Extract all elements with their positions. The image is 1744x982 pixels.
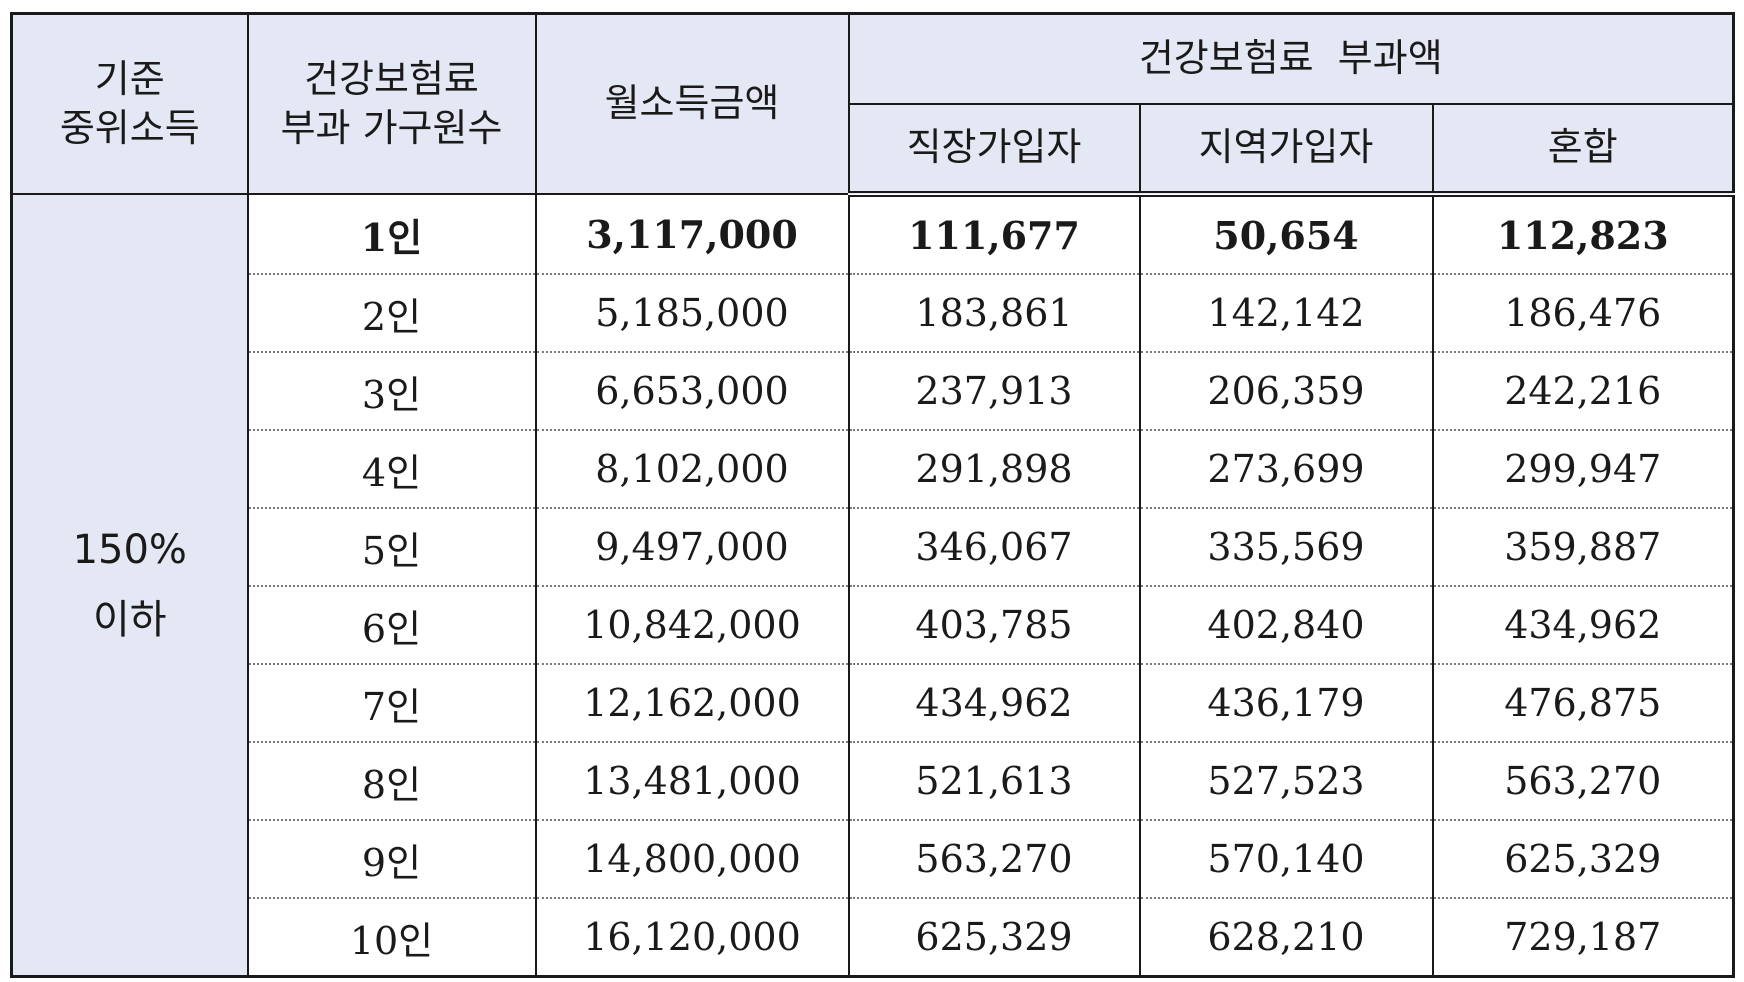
mixed-premium-cell: 242,216 (1431, 352, 1735, 431)
table-row: 10인 16,120,000 625,329 628,210 729,187 (12, 898, 1735, 978)
regional-premium-cell: 402,840 (1138, 586, 1434, 665)
employee-premium-cell: 625,329 (847, 898, 1141, 978)
header-monthly-income: 월소득금액 (534, 12, 850, 195)
employee-premium-cell: 111,677 (847, 194, 1141, 275)
monthly-income-cell: 8,102,000 (534, 430, 850, 509)
table-row: 5인 9,497,000 346,067 335,569 359,887 (12, 508, 1735, 587)
header-household-size: 건강보험료 부과 가구원수 (246, 12, 537, 195)
table-header: 기준 중위소득 건강보험료 부과 가구원수 월소득금액 건강보험료 부과액 직장… (10, 12, 1735, 197)
employee-premium-cell: 237,913 (847, 352, 1141, 431)
employee-premium-cell: 291,898 (847, 430, 1141, 509)
header-median-income: 기준 중위소득 (10, 12, 249, 195)
mixed-premium-cell: 299,947 (1431, 430, 1735, 509)
regional-premium-cell: 335,569 (1138, 508, 1434, 587)
header-premium-group: 건강보험료 부과액 (847, 12, 1735, 105)
employee-premium-cell: 346,067 (847, 508, 1141, 587)
table-row: 3인 6,653,000 237,913 206,359 242,216 (12, 352, 1735, 431)
regional-premium-cell: 527,523 (1138, 742, 1434, 821)
regional-premium-cell: 50,654 (1138, 194, 1434, 275)
monthly-income-cell: 9,497,000 (534, 508, 850, 587)
regional-premium-cell: 628,210 (1138, 898, 1434, 978)
regional-premium-cell: 142,142 (1138, 274, 1434, 353)
header-employee: 직장가입자 (847, 103, 1141, 197)
header-row-top: 기준 중위소득 건강보험료 부과 가구원수 월소득금액 건강보험료 부과액 (10, 12, 1735, 195)
household-size-cell: 2인 (246, 274, 537, 353)
household-size-cell: 3인 (246, 352, 537, 431)
employee-premium-cell: 183,861 (847, 274, 1141, 353)
household-size-cell: 1인 (246, 194, 537, 275)
monthly-income-cell: 6,653,000 (534, 352, 850, 431)
premium-table-container: 기준 중위소득 건강보험료 부과 가구원수 월소득금액 건강보험료 부과액 직장… (10, 12, 1736, 978)
household-size-cell: 6인 (246, 586, 537, 665)
table-row: 4인 8,102,000 291,898 273,699 299,947 (12, 430, 1735, 509)
mixed-premium-cell: 476,875 (1431, 664, 1735, 743)
employee-premium-cell: 434,962 (847, 664, 1141, 743)
header-row-bottom: 직장가입자 지역가입자 혼합 (12, 103, 1735, 197)
monthly-income-cell: 10,842,000 (534, 586, 850, 665)
table-row: 6인 10,842,000 403,785 402,840 434,962 (12, 586, 1735, 665)
mixed-premium-cell: 434,962 (1431, 586, 1735, 665)
employee-premium-cell: 403,785 (847, 586, 1141, 665)
mixed-premium-cell: 729,187 (1431, 898, 1735, 978)
monthly-income-cell: 14,800,000 (534, 820, 850, 899)
monthly-income-cell: 5,185,000 (534, 274, 850, 353)
mixed-premium-cell: 359,887 (1431, 508, 1735, 587)
regional-premium-cell: 273,699 (1138, 430, 1434, 509)
regional-premium-cell: 206,359 (1138, 352, 1434, 431)
mixed-premium-cell: 186,476 (1431, 274, 1735, 353)
regional-premium-cell: 436,179 (1138, 664, 1434, 743)
monthly-income-cell: 3,117,000 (534, 194, 850, 275)
employee-premium-cell: 563,270 (847, 820, 1141, 899)
mixed-premium-cell: 625,329 (1431, 820, 1735, 899)
household-size-cell: 8인 (246, 742, 537, 821)
header-regional: 지역가입자 (1138, 103, 1434, 197)
table-row: 9인 14,800,000 563,270 570,140 625,329 (12, 820, 1735, 899)
header-mixed: 혼합 (1431, 103, 1735, 197)
household-size-cell: 9인 (246, 820, 537, 899)
mixed-premium-cell: 563,270 (1431, 742, 1735, 821)
monthly-income-cell: 13,481,000 (534, 742, 850, 821)
employee-premium-cell: 521,613 (847, 742, 1141, 821)
table-row: 8인 13,481,000 521,613 527,523 563,270 (12, 742, 1735, 821)
household-size-cell: 4인 (246, 430, 537, 509)
mixed-premium-cell: 112,823 (1431, 194, 1735, 275)
household-size-cell: 10인 (246, 898, 537, 978)
table-row: 7인 12,162,000 434,962 436,179 476,875 (12, 664, 1735, 743)
health-insurance-premium-table: 기준 중위소득 건강보험료 부과 가구원수 월소득금액 건강보험료 부과액 직장… (10, 12, 1736, 978)
table-row: 2인 5,185,000 183,861 142,142 186,476 (12, 274, 1735, 353)
table-row: 150% 이하 1인 3,117,000 111,677 50,654 112,823 (10, 194, 1735, 978)
threshold-cell: 150% 이하 (10, 194, 249, 978)
monthly-income-cell: 12,162,000 (534, 664, 850, 743)
regional-premium-cell: 570,140 (1138, 820, 1434, 899)
table-body: 150% 이하 1인 3,117,000 111,677 50,654 112,823 2인… (10, 194, 1735, 978)
monthly-income-cell: 16,120,000 (534, 898, 850, 978)
household-size-cell: 5인 (246, 508, 537, 587)
household-size-cell: 7인 (246, 664, 537, 743)
